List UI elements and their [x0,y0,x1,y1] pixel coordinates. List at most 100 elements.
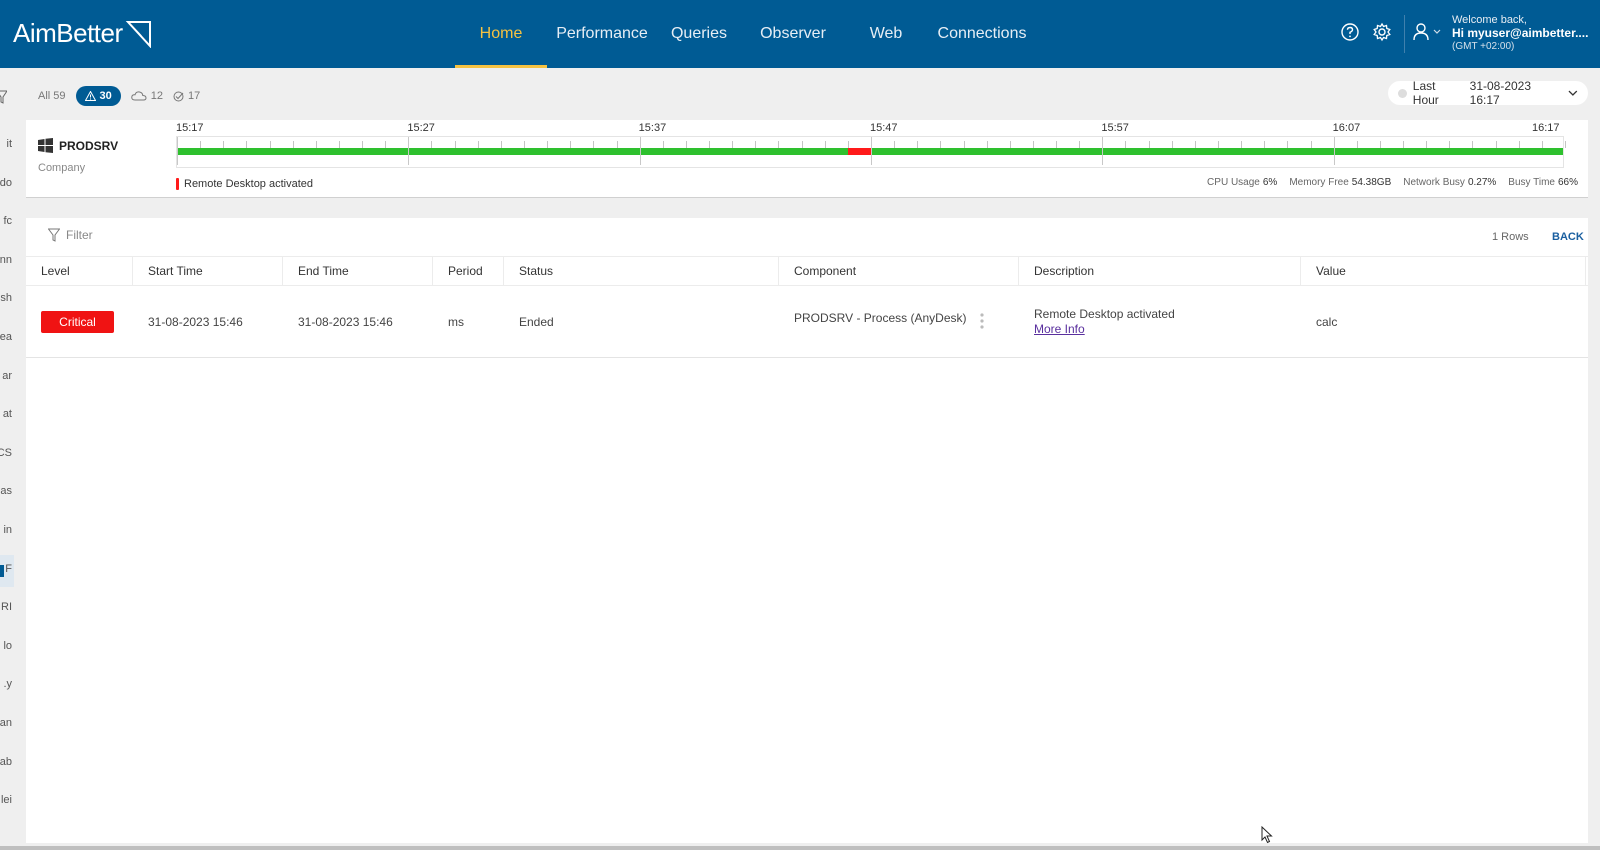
timeline-alert-segment[interactable] [847,148,871,155]
welcome-block: Welcome back, Hi myuser@aimbetter.... (G… [1452,14,1588,53]
warning-icon [84,91,96,101]
sidebar-item-label[interactable]: CS [0,446,12,459]
nav-observer[interactable]: Observer [760,25,826,42]
timeline-time-label: 16:07 [1332,122,1361,134]
timeline-bar[interactable] [176,136,1566,168]
check-circle-icon [173,91,184,101]
timeline-tick [940,141,942,148]
timeline-tick [917,141,919,148]
col-component[interactable]: Component [779,257,1019,285]
timeline-tick [685,141,687,148]
timeline-tick [1495,141,1497,148]
server-company: Company [38,162,86,174]
user-menu[interactable] [1412,22,1441,42]
filter-icon[interactable] [0,90,7,104]
sidebar-item-label[interactable]: fc [3,215,12,228]
time-range-label: Last Hour [1412,79,1439,107]
sidebar-item-label[interactable]: F [5,562,12,575]
timeline-tick [1148,141,1150,148]
timeline-tick [1426,141,1428,148]
sidebar-item-label[interactable]: at [2,408,12,421]
server-title[interactable]: PRODSRV [38,138,118,153]
timeline-tick [454,141,456,148]
col-end-time[interactable]: End Time [283,257,433,285]
col-description[interactable]: Description [1019,257,1301,285]
description-text: Remote Desktop activated [1034,307,1175,321]
cell-status: Ended [519,315,554,329]
tab-cloud[interactable]: 12 [131,90,163,102]
timeline-tick [431,141,433,148]
event-label: Remote Desktop activated [184,178,314,190]
timeline-tick [1056,141,1058,148]
more-info-link[interactable]: More Info [1034,322,1085,336]
cell-description: Remote Desktop activated More Info [1019,286,1175,358]
user-icon [1413,23,1429,41]
left-sidebar-collapsed: it do fc nn sh ea ar at CS as in F RI lo .y an ab lei [0,68,26,850]
sidebar-item-label[interactable]: ea [0,331,12,343]
sidebar-item-label[interactable]: an [0,717,12,729]
timeline-tick [894,141,896,148]
status-dot [1398,88,1407,98]
timeline-tick [871,137,872,165]
timeline-tick [315,141,317,148]
nav-connections[interactable]: Connections [937,25,1027,42]
timeline-tick [801,141,803,148]
tab-cloud-count: 12 [150,90,164,102]
sidebar-item-label[interactable]: it [6,138,13,150]
col-level[interactable]: Level [26,257,133,285]
col-start-time[interactable]: Start Time [133,257,283,285]
bottom-scrollbar-track[interactable] [0,846,1600,850]
main-nav: Home Performance Queries Observer Web Co… [455,0,1037,68]
timeline-tick [1472,141,1474,148]
timeline-tick [246,141,248,148]
nav-performance[interactable]: Performance [556,25,648,42]
timeline-tick [1125,141,1127,148]
sidebar-item-label[interactable]: in [3,524,12,536]
timeline-tick [639,137,641,165]
timeline-tick [1356,141,1358,148]
timeline-tick [986,141,988,148]
timeline-time-label: 15:17 [176,122,204,134]
timeline-tick [732,141,734,148]
timeline-tick [963,141,965,148]
back-button[interactable]: BACK [1552,231,1584,243]
sidebar-item-label[interactable]: ar [2,369,12,382]
cell-end-time: 31-08-2023 15:46 [298,315,393,329]
cell-component: PRODSRV - Process (AnyDesk) [794,311,967,325]
timeline-tick [709,141,711,148]
user-greeting: Hi myuser@aimbetter.... [1452,26,1589,40]
timeline-tick [1449,141,1451,148]
time-range-selector[interactable]: Last Hour 31-08-2023 16:17 [1388,79,1588,107]
sidebar-item-label[interactable]: nn [0,253,12,266]
rows-count: 1 Rows [1492,231,1529,243]
col-value[interactable]: Value [1301,257,1586,285]
sidebar-item-label[interactable]: ab [0,755,12,768]
help-icon[interactable] [1340,22,1360,42]
sidebar-item-label[interactable]: do [0,176,12,189]
tab-all[interactable]: All 59 [38,90,66,102]
table-filter[interactable]: Filter [48,228,93,242]
col-period[interactable]: Period [433,257,504,285]
more-options-icon[interactable] [979,312,985,330]
sidebar-item-label[interactable]: RI [1,601,12,614]
timeline-tick [200,141,202,148]
sidebar-item-label[interactable]: sh [0,292,12,305]
gear-icon[interactable] [1372,22,1392,42]
tab-resolved-count: 17 [188,90,201,102]
timeline-tick [1565,141,1566,148]
brand-logo[interactable]: AimBetter [13,18,153,49]
table-row[interactable]: Critical 31-08-2023 15:46 31-08-2023 15:… [26,286,1588,358]
sidebar-active-item-bg [0,555,14,587]
sidebar-item-label[interactable]: lei [0,794,12,807]
timeline-tick [1518,141,1520,148]
sidebar-item-label[interactable]: .y [3,678,12,691]
col-status[interactable]: Status [504,257,779,285]
sidebar-item-label[interactable]: as [0,485,12,498]
sidebar-item-label[interactable]: lo [3,639,12,652]
tab-resolved[interactable]: 17 [173,90,200,102]
tab-alerts[interactable]: 30 [75,86,121,106]
nav-home[interactable]: Home [455,0,547,68]
timeline-time-label: 16:17 [1532,122,1560,134]
nav-queries[interactable]: Queries [670,25,728,42]
nav-web[interactable]: Web [869,25,903,42]
